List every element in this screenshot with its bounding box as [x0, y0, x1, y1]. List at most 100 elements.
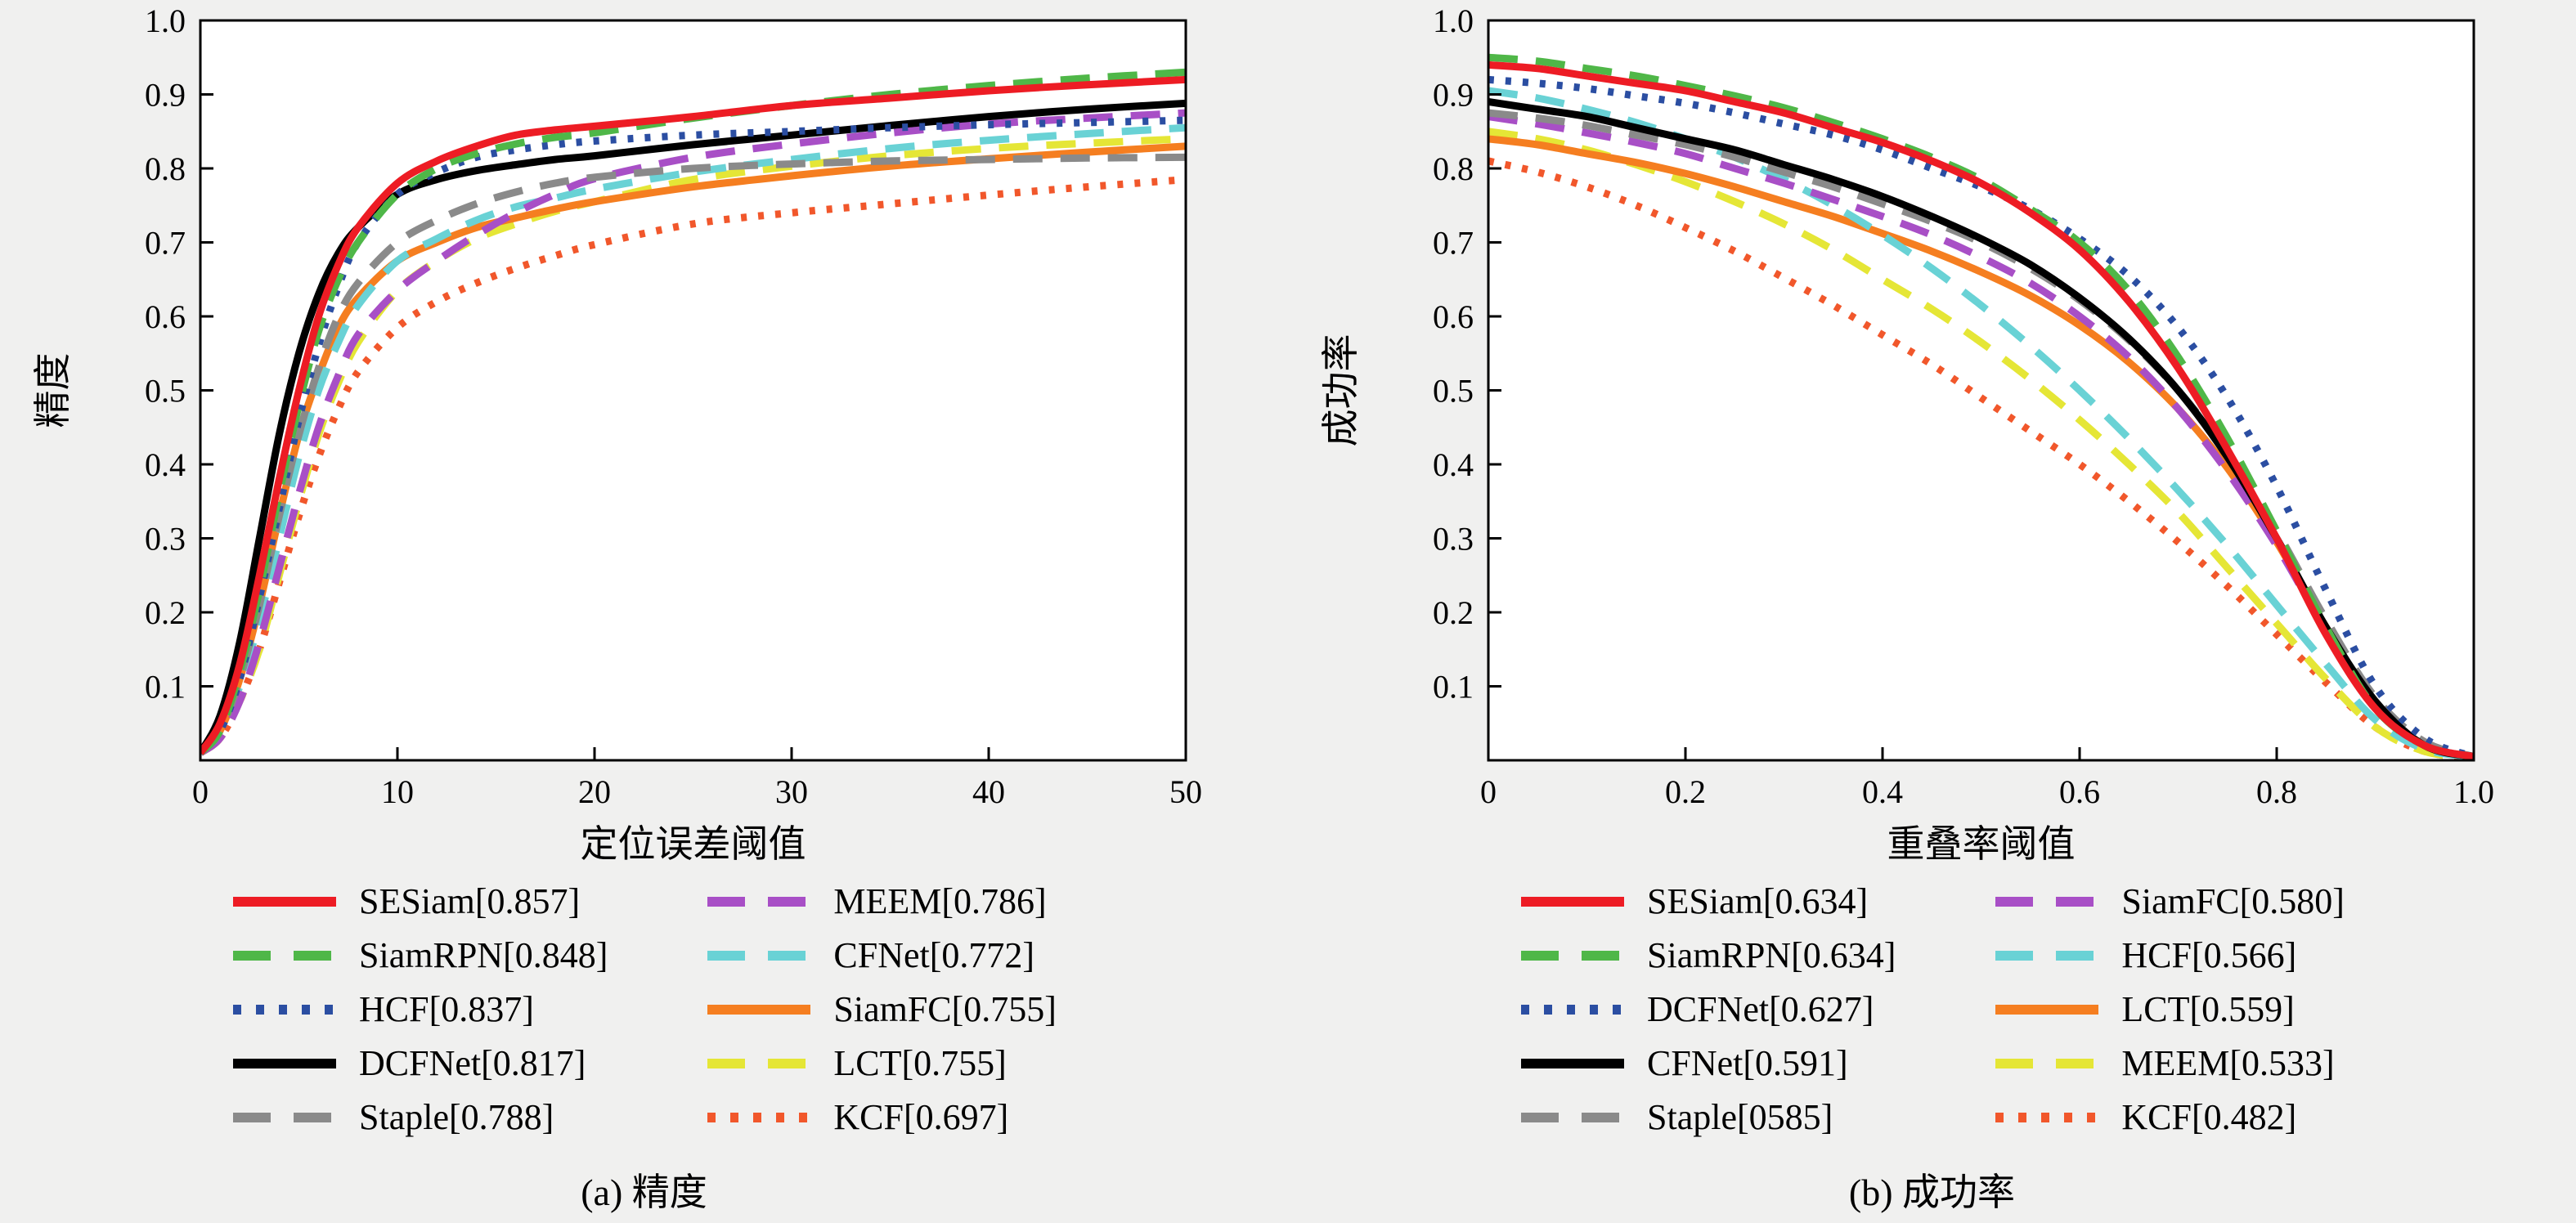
legend-key-line [233, 1113, 337, 1122]
legend-key-line [1521, 1005, 1625, 1015]
legend-label: SiamFC[0.755] [833, 989, 1057, 1029]
legend-key-line [233, 951, 337, 961]
legend-label: Staple[0585] [1647, 1097, 1833, 1137]
legend-item-DCFNet: DCFNet[0.627] [1519, 992, 1896, 1028]
legend-label: LCT[0.755] [833, 1043, 1007, 1083]
series-line-DCFNet [1488, 75, 2474, 760]
y-tick-label: 0.6 [145, 298, 186, 335]
success-plot: 0 0.2 0.4 0.6 0.8 1.0 0.1 0.2 0.3 0.4 0.5 0.6 0.7 0.8… [1320, 2, 2494, 865]
legend-item-SESiam: SESiam[0.857] [231, 884, 608, 920]
x-tick-label: 1.0 [2453, 773, 2494, 810]
legend-label: LCT[0.559] [2121, 989, 2295, 1029]
legend-key-line [707, 897, 811, 907]
x-axis-label: 重叠率阈值 [1887, 823, 2076, 865]
legend-key-line [1995, 1005, 2099, 1015]
legend-item-SiamFC: SiamFC[0.755] [706, 992, 1057, 1028]
y-tick-label: 0.1 [1433, 669, 1474, 706]
legend-item-Staple: Staple[0585] [1519, 1100, 1896, 1136]
legend-key-line [707, 1059, 811, 1068]
legend-label: SESiam[0.634] [1647, 881, 1869, 921]
legend-label: DCFNet[0.627] [1647, 989, 1874, 1029]
legend-key-line [233, 1059, 337, 1068]
y-axis-label: 精度 [32, 353, 74, 428]
y-tick-label: 1.0 [145, 2, 186, 39]
legend-item-SiamRPN: SiamRPN[0.848] [231, 938, 608, 974]
success-legend: SESiam[0.634] SiamRPN[0.634] DCFNet[0.627]… [1519, 875, 2345, 1145]
legend-key-line [233, 1005, 337, 1015]
x-tick-label: 20 [578, 773, 611, 810]
y-tick-label: 0.5 [1433, 373, 1474, 410]
y-axis-label: 成功率 [1320, 334, 1362, 447]
y-tick-label: 0.7 [145, 225, 186, 262]
legend-key-line [1995, 897, 2099, 907]
legend-item-SiamFC: SiamFC[0.580] [1994, 884, 2345, 920]
series-line-HCF [200, 116, 1186, 756]
series-line-CFNet [200, 123, 1186, 756]
legend-item-KCF: KCF[0.697] [706, 1100, 1057, 1136]
legend-label: KCF[0.482] [2121, 1097, 2297, 1137]
legend-key-line [707, 951, 811, 961]
legend-item-CFNet: CFNet[0.772] [706, 938, 1057, 974]
y-tick-label: 0.3 [145, 521, 186, 558]
legend-item-HCF: HCF[0.837] [231, 992, 608, 1028]
legend-item-CFNet: CFNet[0.591] [1519, 1046, 1896, 1082]
legend-label: SESiam[0.857] [359, 881, 581, 921]
x-tick-label: 50 [1169, 773, 1202, 810]
y-tick-label: 0.3 [1433, 521, 1474, 558]
legend-key-line [1521, 1113, 1625, 1122]
series-line-MEEM [1488, 128, 2474, 760]
legend-item-LCT: LCT[0.559] [1994, 992, 2345, 1028]
precision-plot: 0 10 20 30 40 50 0.1 0.2 0.3 0.4 0.5 0.6 0.7 0.8 0.9 1.… [32, 2, 1202, 865]
legend-label: HCF[0.837] [359, 989, 534, 1029]
precision-legend: SESiam[0.857] SiamRPN[0.848] HCF[0.837] DCF… [231, 875, 1057, 1145]
series-line-SESiam [1488, 60, 2474, 760]
y-tick-label: 0.1 [145, 669, 186, 706]
y-tick-label: 0.8 [1433, 150, 1474, 187]
legend-item-SiamRPN: SiamRPN[0.634] [1519, 938, 1896, 974]
x-tick-label: 0 [1480, 773, 1497, 810]
legend-item-MEEM: MEEM[0.786] [706, 884, 1057, 920]
legend-key-line [1521, 951, 1625, 961]
legend-item-DCFNet: DCFNet[0.817] [231, 1046, 608, 1082]
success-chart: 0 0.2 0.4 0.6 0.8 1.0 0.1 0.2 0.3 0.4 0.5 0.6 0.7 0.8… [1288, 0, 2576, 1223]
series-line-KCF [200, 176, 1186, 756]
y-tick-label: 0.5 [145, 373, 186, 410]
caption-a: (a) 精度 [581, 1171, 707, 1213]
legend-item-LCT: LCT[0.755] [706, 1046, 1057, 1082]
legend-item-MEEM: MEEM[0.533] [1994, 1046, 2345, 1082]
y-tick-label: 0.9 [145, 77, 186, 114]
legend-key-line [1521, 897, 1625, 907]
y-tick-label: 0.2 [1433, 594, 1474, 631]
legend-item-Staple: Staple[0.788] [231, 1100, 608, 1136]
legend-key-line [707, 1005, 811, 1015]
legend-key-line [233, 897, 337, 907]
x-tick-label: 0.8 [2256, 773, 2297, 810]
legend-label: DCFNet[0.817] [359, 1043, 586, 1083]
legend-key-line [1995, 1113, 2099, 1122]
legend-item-HCF: HCF[0.566] [1994, 938, 2345, 974]
legend-label: SiamFC[0.580] [2121, 881, 2345, 921]
legend-label: SiamRPN[0.634] [1647, 935, 1896, 975]
series-line-SESiam [200, 75, 1186, 755]
x-tick-label: 40 [972, 773, 1005, 810]
legend-key-line [1995, 1059, 2099, 1068]
legend-item-KCF: KCF[0.482] [1994, 1100, 2345, 1136]
legend-key-line [1995, 951, 2099, 961]
legend-key-line [707, 1113, 811, 1122]
legend-label: CFNet[0.772] [833, 935, 1035, 975]
legend-item-SESiam: SESiam[0.634] [1519, 884, 1896, 920]
legend-label: MEEM[0.533] [2121, 1043, 2335, 1083]
y-tick-label: 0.4 [1433, 446, 1474, 483]
y-tick-label: 0.4 [145, 446, 186, 483]
legend-key-line [1521, 1059, 1625, 1068]
y-tick-label: 0.9 [1433, 77, 1474, 114]
x-tick-label: 30 [775, 773, 808, 810]
caption-b: (b) 成功率 [1848, 1171, 2016, 1213]
legend-label: KCF[0.697] [833, 1097, 1009, 1137]
precision-chart: 0 10 20 30 40 50 0.1 0.2 0.3 0.4 0.5 0.6 0.7 0.8 0.9 1.… [32, 2, 1202, 1213]
x-axis-label: 定位误差阈值 [581, 823, 806, 865]
legend-label: CFNet[0.591] [1647, 1043, 1848, 1083]
x-tick-label: 0.6 [2059, 773, 2100, 810]
legend-label: HCF[0.566] [2121, 935, 2297, 975]
